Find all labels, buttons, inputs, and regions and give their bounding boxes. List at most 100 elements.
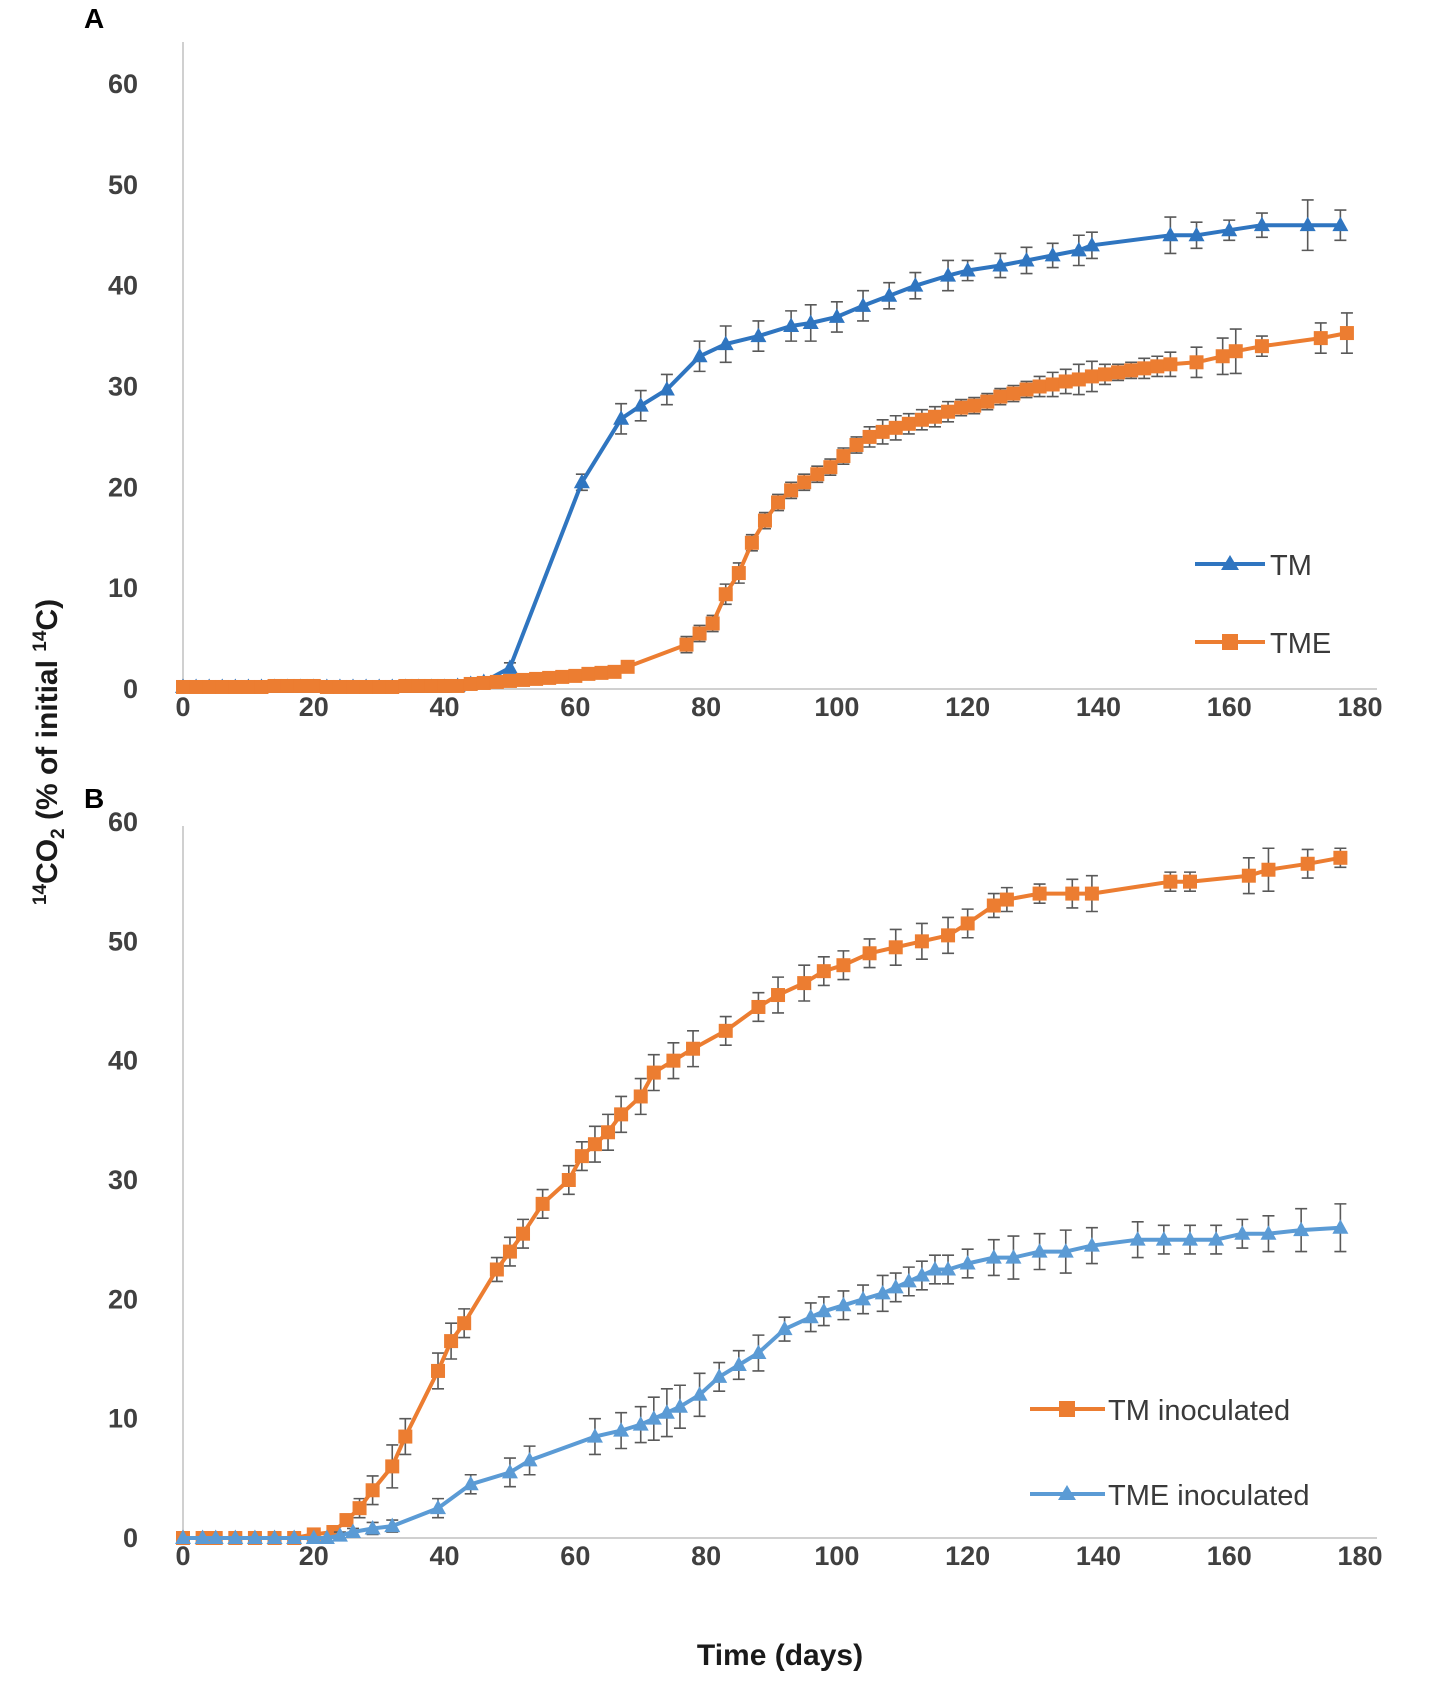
panel-a-series-tme-point bbox=[1150, 359, 1165, 374]
panel-a-series-tm-point bbox=[632, 397, 649, 412]
panel-b-series-tm-inoculated-point bbox=[365, 1483, 380, 1498]
panel-b-series-tme-inoculated-point bbox=[227, 1529, 244, 1544]
panel-b-y-tick-60: 60 bbox=[108, 807, 138, 837]
panel-a-series-tm-line bbox=[183, 223, 1341, 689]
panel-b-x-tick-180: 180 bbox=[1337, 1541, 1382, 1571]
panel-a-series-tme-point bbox=[568, 668, 583, 683]
panel-a-series-tme-point bbox=[594, 665, 609, 680]
panel-b-y-tick-30: 30 bbox=[108, 1165, 138, 1195]
panel-a-series-tm-point bbox=[658, 381, 675, 396]
panel-b-series-tm-inoculated-point bbox=[816, 964, 831, 979]
legend-tme-inoculated-marker bbox=[1058, 1485, 1076, 1500]
panel-a-y-tick-50: 50 bbox=[108, 170, 138, 200]
panel-b-series-tm-inoculated-point bbox=[587, 1137, 602, 1152]
panel-a-series-tme-point bbox=[476, 675, 491, 690]
panel-b-series-tme-inoculated-point bbox=[501, 1463, 518, 1479]
legend-tm-inoculated-label: TM inoculated bbox=[1108, 1395, 1290, 1427]
panel-b-series-tme-inoculated-point bbox=[711, 1368, 728, 1383]
panel-a-series-tm-point bbox=[992, 257, 1009, 272]
panel-a-series-tme-point bbox=[993, 389, 1008, 404]
panel-a-series-tme-point bbox=[607, 664, 622, 679]
panel-a-series-tme-point bbox=[319, 679, 334, 694]
panel-a-series-tm-point bbox=[1253, 216, 1270, 232]
panel-a-series-tm-point bbox=[750, 327, 767, 343]
panel-b-series-tme-inoculated-point bbox=[1057, 1243, 1074, 1258]
panel-a-series-tme-line bbox=[183, 331, 1348, 689]
panel-a-series-tme-point bbox=[581, 666, 596, 681]
panel-b-series-tme-inoculated-point bbox=[1208, 1231, 1225, 1246]
panel-a-x-tick-120: 120 bbox=[945, 692, 990, 722]
panel-a-series-tm-point bbox=[1299, 216, 1316, 232]
panel-b-series-tme-inoculated-point bbox=[1155, 1231, 1172, 1246]
panel-a-series-tm-point bbox=[1332, 216, 1349, 232]
panel-a-x-tick-0: 0 bbox=[175, 692, 190, 722]
panel-a-series-tme-point bbox=[980, 394, 995, 409]
panel-b-series-tme-inoculated-point bbox=[613, 1422, 630, 1437]
panel-a-series-tme-point bbox=[1137, 361, 1152, 376]
panel-a-series-tm bbox=[175, 199, 1349, 693]
panel-b-series-tme-inoculated-point bbox=[266, 1529, 283, 1544]
panel-a-series-tm-point bbox=[881, 287, 898, 302]
panel-a-series-tme-point bbox=[241, 679, 256, 694]
panel-a-series-tme-point bbox=[823, 460, 838, 475]
panel-a-series-tme-point bbox=[1124, 363, 1139, 378]
panel-a-series-tme-point bbox=[398, 678, 413, 693]
panel-b-x-tick-60: 60 bbox=[560, 1541, 590, 1571]
legend-item-tm-inoculated: TM inoculated bbox=[1030, 1395, 1290, 1427]
panel-a-x-tick-160: 160 bbox=[1207, 692, 1252, 722]
panel-a-x-tick-140: 140 bbox=[1076, 692, 1121, 722]
panel-b-x-tick-140: 140 bbox=[1076, 1541, 1121, 1571]
panel-b-series-tm-inoculated-point bbox=[718, 1023, 733, 1038]
panel-a-series-tme-point bbox=[1019, 382, 1034, 397]
panel-a-series-tme-point bbox=[1111, 365, 1126, 380]
panel-a-series-tme-point bbox=[1071, 372, 1086, 387]
legend-tm-inoculated-marker bbox=[1059, 1401, 1075, 1417]
panel-b-series-tme-inoculated-point bbox=[194, 1529, 211, 1544]
panel-b-series-tm-inoculated-point bbox=[666, 1053, 681, 1068]
panel-a-series-tm-point bbox=[907, 277, 924, 292]
panel-b-series bbox=[175, 847, 1349, 1545]
panel-b-series-tme-inoculated-point bbox=[730, 1356, 747, 1371]
panel-b-x-ticks: 0 20 40 60 80 100 120 140 160 180 bbox=[175, 1541, 1382, 1571]
panel-a-series-tme-point bbox=[202, 679, 217, 694]
panel-b-series-tme-inoculated-point bbox=[887, 1278, 904, 1294]
panel-b-y-ticks: 0 10 20 30 40 50 60 bbox=[108, 807, 138, 1553]
panel-a-series-tme-point bbox=[437, 678, 452, 693]
panel-a-x-tick-100: 100 bbox=[814, 692, 859, 722]
panel-a-series-tm-point bbox=[959, 262, 976, 277]
panel-a-series-tm-point bbox=[501, 659, 518, 674]
panel-b-series-tm-inoculated-point bbox=[1241, 868, 1256, 883]
panel-a-series-tme-point bbox=[1189, 355, 1204, 370]
panel-a-series-tme-point bbox=[293, 678, 308, 693]
panel-a-series-tme-point bbox=[450, 678, 465, 693]
panel-b-series-tme-inoculated-point bbox=[1181, 1231, 1198, 1246]
panel-a-series-tme-markers bbox=[176, 326, 1354, 694]
panel-a-y-tick-30: 30 bbox=[108, 372, 138, 402]
panel-a-chart: 0 20 40 60 80 100 120 140 160 180 0 10 20 30 40 50 60 bbox=[108, 42, 1383, 722]
panel-a-x-tick-40: 40 bbox=[430, 692, 460, 722]
panel-a-series-tme-point bbox=[1032, 379, 1047, 394]
panel-a-series-tme-point bbox=[888, 420, 903, 435]
panel-b-series-tme-inoculated-point bbox=[776, 1320, 793, 1336]
panel-a-y-tick-0: 0 bbox=[123, 674, 138, 704]
panel-b-x-tick-120: 120 bbox=[945, 1541, 990, 1571]
panel-a-y-tick-10: 10 bbox=[108, 573, 138, 603]
panel-b-series-tme-inoculated-point bbox=[305, 1529, 322, 1544]
panel-a-series-tme-point bbox=[784, 483, 799, 498]
panel-a-series-tme-point bbox=[489, 674, 504, 689]
panel-b-x-tick-20: 20 bbox=[299, 1541, 329, 1571]
panel-b-series-tme-inoculated-point bbox=[345, 1523, 362, 1539]
panel-a-series-tme-point bbox=[424, 678, 439, 693]
panel-a-series-tme-point bbox=[332, 679, 347, 694]
panel-a-x-tick-20: 20 bbox=[299, 692, 329, 722]
panel-b-series-tm-inoculated-point bbox=[941, 928, 956, 943]
panel-b-series-tm-inoculated-point bbox=[1032, 886, 1047, 901]
panel-b-chart: 0 20 40 60 80 100 120 140 160 180 0 10 20 30 40 50 60 bbox=[108, 807, 1383, 1571]
panel-b-series-tm-inoculated-point bbox=[614, 1107, 629, 1122]
panel-a-series-tme-point bbox=[372, 679, 387, 694]
panel-a-series-tme-point bbox=[941, 404, 956, 419]
panel-b-series-tm-inoculated-point bbox=[561, 1173, 576, 1187]
panel-b-series-tme-inoculated-point bbox=[985, 1249, 1002, 1264]
panel-b-series-tm-inoculated-error-bars bbox=[307, 847, 1347, 1539]
panel-a-series-tme-point bbox=[189, 679, 204, 694]
